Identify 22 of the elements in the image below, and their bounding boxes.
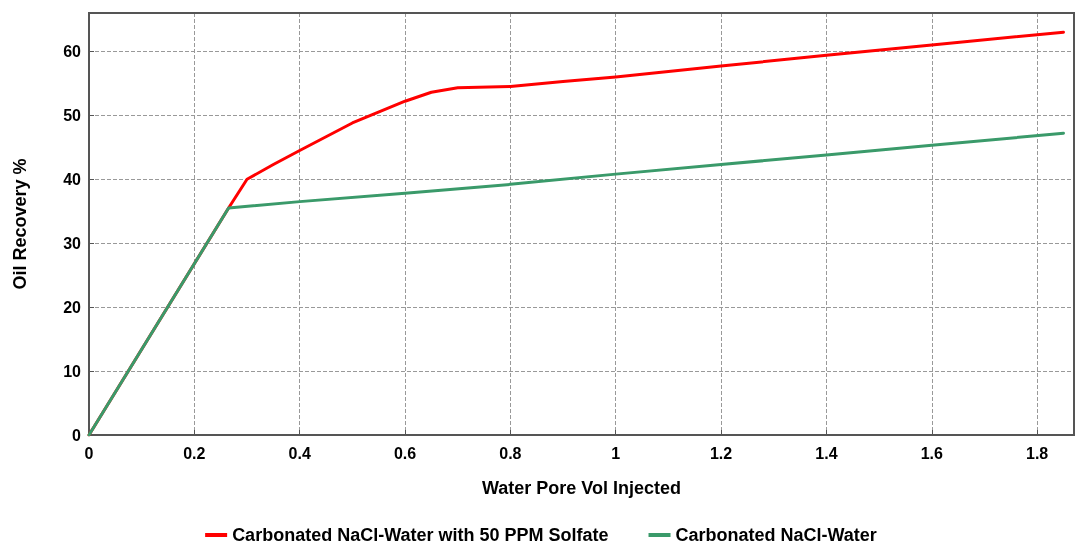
x-tick-label: 0.2 (183, 444, 206, 462)
x-tick-label: 1.8 (1026, 444, 1049, 462)
x-tick-label: 1.4 (815, 444, 838, 462)
legend-label: Carbonated NaCl-Water (675, 525, 877, 545)
y-tick-label: 0 (72, 426, 82, 444)
y-tick-label: 50 (63, 106, 82, 124)
x-tick-label: 1.6 (920, 444, 943, 462)
y-tick-label: 40 (63, 170, 82, 188)
legend-label: Carbonated NaCl-Water with 50 PPM Solfate (232, 525, 609, 545)
x-tick-label: 0.8 (499, 444, 522, 462)
y-tick-label: 30 (63, 234, 82, 252)
y-axis-title: Oil Recovery % (10, 158, 30, 290)
y-tick-label: 20 (63, 298, 82, 316)
y-tick-label: 60 (63, 42, 82, 60)
x-tick-label: 0.4 (288, 444, 311, 462)
x-tick-label: 1.2 (709, 444, 733, 462)
y-tick-label: 10 (63, 362, 82, 380)
x-axis-title: Water Pore Vol Injected (481, 478, 682, 498)
x-tick-label: 1 (611, 444, 621, 462)
line-series (87, 131, 1065, 437)
x-tick-label: 0 (84, 444, 94, 462)
x-tick-label: 0.6 (393, 444, 417, 462)
